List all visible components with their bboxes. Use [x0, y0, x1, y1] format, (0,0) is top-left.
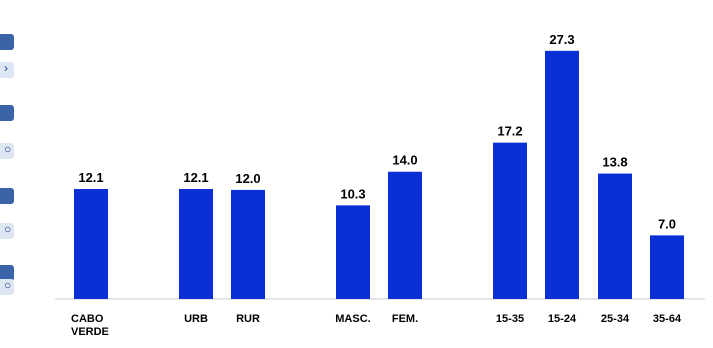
value-labels-group: 12.1 12.1 12.0 10.3 14.0 17.2 27.3 13.8 7.0 [78, 32, 676, 232]
navigation-strip: › ○ ○ ○ [0, 0, 20, 348]
nav-tab-3-sub[interactable]: ○ [0, 222, 14, 239]
bar-6 [545, 50, 579, 299]
bar-8 [650, 235, 684, 299]
value-label-2: 12.0 [235, 171, 260, 186]
tick-label-4: FEM. [392, 313, 418, 325]
nav-tab-2[interactable] [0, 105, 14, 121]
tick-label-8: 35-64 [653, 313, 682, 325]
bar-4 [388, 171, 422, 299]
tick-label-0-line-1: VERDE [71, 326, 109, 338]
tick-label-3: MASC. [335, 313, 370, 325]
value-label-6: 27.3 [549, 32, 574, 47]
value-label-7: 13.8 [602, 155, 627, 170]
value-label-4: 14.0 [392, 153, 417, 168]
bars-group [74, 50, 684, 299]
bar-3 [336, 205, 370, 299]
tick-label-7: 25-34 [601, 313, 630, 325]
value-label-8: 7.0 [658, 216, 676, 231]
circle-icon: ○ [4, 222, 12, 236]
tick-label-1: URB [184, 313, 208, 325]
tick-label-2: RUR [236, 313, 260, 325]
nav-tab-4-sub[interactable]: ○ [0, 278, 14, 295]
value-label-1: 12.1 [183, 170, 208, 185]
bar-1 [179, 189, 213, 299]
nav-tab-2-sub[interactable]: ○ [0, 142, 14, 159]
tick-label-0-line-0: CABO [71, 313, 104, 325]
tick-label-5: 15-35 [496, 313, 524, 325]
nav-tab-4[interactable] [0, 265, 14, 281]
value-label-5: 17.2 [497, 124, 522, 139]
bar-0 [74, 189, 108, 299]
chevron-icon: › [4, 61, 8, 75]
value-label-3: 10.3 [340, 186, 365, 201]
bar-5 [493, 142, 527, 299]
nav-tab-1-sub[interactable]: › [0, 61, 14, 78]
bar-7 [598, 173, 632, 299]
nav-tab-3[interactable] [0, 188, 14, 204]
nav-tab-1[interactable] [0, 34, 14, 50]
circle-icon: ○ [4, 278, 12, 292]
tick-label-6: 15-24 [548, 313, 577, 325]
bar-2 [231, 189, 265, 299]
circle-icon: ○ [4, 142, 12, 156]
value-label-0: 12.1 [78, 170, 103, 185]
